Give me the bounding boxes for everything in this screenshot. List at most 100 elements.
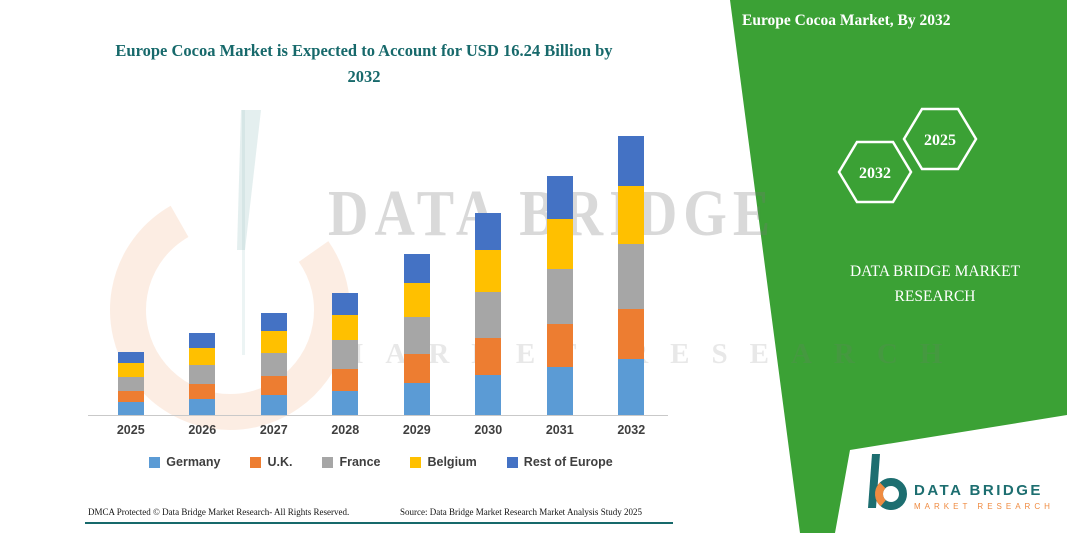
bar-2031	[546, 131, 573, 415]
segment-france-2030	[475, 292, 502, 339]
bar-slot-2026	[167, 131, 239, 415]
segment-rest-of-europe-2032	[618, 135, 645, 186]
bar-slot-2027	[238, 131, 310, 415]
legend-label-belgium: Belgium	[427, 455, 477, 469]
legend-label-france: France	[339, 455, 381, 469]
segment-rest-of-europe-2026	[189, 332, 216, 348]
bar-2027	[260, 131, 287, 415]
segment-germany-2025	[117, 402, 144, 415]
legend-swatch-germany	[149, 456, 161, 468]
bar-2030	[475, 131, 502, 415]
legend-item-germany: Germany	[149, 455, 220, 469]
legend-item-belgium: Belgium	[410, 455, 477, 469]
segment-rest-of-europe-2028	[332, 292, 359, 315]
segment-france-2032	[618, 244, 645, 309]
segment-rest-of-europe-2029	[403, 253, 430, 283]
x-label-2028: 2028	[331, 423, 360, 437]
segment-belgium-2030	[475, 249, 502, 293]
panel-brand-line1: DATA BRIDGE MARKET	[849, 263, 1021, 280]
data-bridge-logo-icon	[868, 454, 907, 510]
bar-2032	[618, 131, 645, 415]
segment-france-2027	[260, 352, 287, 377]
segment-france-2029	[403, 316, 430, 354]
stacked-bar-chart	[95, 131, 667, 415]
segment-france-2031	[546, 269, 573, 325]
bar-slot-2030	[453, 131, 525, 415]
hexagon-2032-label: 2032	[859, 165, 891, 182]
segment-belgium-2032	[618, 185, 645, 245]
segment-france-2028	[332, 340, 359, 369]
x-label-2027: 2027	[259, 423, 288, 437]
segment-belgium-2028	[332, 314, 359, 341]
x-label-2031: 2031	[545, 423, 574, 437]
footer-source-text: Source: Data Bridge Market Research Mark…	[400, 507, 642, 517]
bar-slot-2025	[95, 131, 167, 415]
footer-divider	[85, 522, 673, 524]
segment-germany-2029	[403, 382, 430, 415]
segment-rest-of-europe-2031	[546, 175, 573, 219]
chart-title: Europe Cocoa Market is Expected to Accou…	[115, 41, 613, 86]
segment-u-k-2029	[403, 353, 430, 383]
panel-brand: DATA BRIDGE MARKET RESEARCH	[826, 260, 1044, 310]
segment-u-k-2027	[260, 376, 287, 395]
logo-name: DATA BRIDGE	[914, 482, 1043, 499]
x-label-2026: 2026	[188, 423, 217, 437]
legend-item-rest-of-europe: Rest of Europe	[506, 455, 613, 469]
legend-label-u-k: U.K.	[267, 455, 293, 469]
segment-belgium-2025	[117, 363, 144, 377]
panel-title: Europe Cocoa Market, By 2032	[742, 12, 951, 29]
x-label-2029: 2029	[402, 423, 431, 437]
hexagon-2025-label: 2025	[924, 132, 956, 149]
segment-u-k-2026	[189, 383, 216, 399]
panel-brand-line2: RESEARCH	[894, 287, 976, 305]
legend-swatch-france	[322, 456, 334, 468]
bar-slot-2029	[381, 131, 453, 415]
segment-germany-2028	[332, 390, 359, 415]
x-label-2030: 2030	[474, 423, 503, 437]
segment-rest-of-europe-2030	[475, 213, 502, 250]
segment-u-k-2032	[618, 308, 645, 360]
segment-belgium-2029	[403, 282, 430, 317]
bar-2026	[189, 131, 216, 415]
bar-slot-2031	[524, 131, 596, 415]
segment-germany-2030	[475, 374, 502, 415]
watermark-logo-icon	[109, 110, 350, 430]
segment-germany-2032	[618, 359, 645, 415]
hexagon-badges: 2032 2025	[837, 107, 978, 204]
segment-belgium-2027	[260, 331, 287, 353]
segment-rest-of-europe-2025	[117, 352, 144, 364]
legend-swatch-belgium	[410, 456, 422, 468]
data-bridge-logo: DATA BRIDGE MARKET RESEARCH	[864, 452, 1054, 511]
footer-dmca-text: DMCA Protected © Data Bridge Market Rese…	[88, 507, 350, 517]
hexagon-2025	[902, 107, 978, 171]
legend-label-rest-of-europe: Rest of Europe	[523, 455, 613, 469]
hexagon-2032	[837, 140, 913, 204]
bar-slot-2028	[310, 131, 382, 415]
segment-belgium-2026	[189, 347, 216, 365]
segment-u-k-2025	[117, 391, 144, 403]
segment-germany-2031	[546, 367, 573, 415]
bar-2025	[117, 131, 144, 415]
bar-2028	[332, 131, 359, 415]
x-axis-line	[88, 415, 668, 416]
bar-2029	[403, 131, 430, 415]
segment-belgium-2031	[546, 218, 573, 270]
legend-swatch-u-k	[250, 456, 262, 468]
legend-item-u-k: U.K.	[250, 455, 292, 469]
segment-france-2025	[117, 376, 144, 392]
bar-slot-2032	[596, 131, 668, 415]
segment-u-k-2031	[546, 324, 573, 368]
x-label-2032: 2032	[617, 423, 646, 437]
logo-tagline: MARKET RESEARCH	[914, 502, 1054, 511]
legend-item-france: France	[322, 455, 380, 469]
segment-u-k-2028	[332, 368, 359, 391]
x-label-2025: 2025	[116, 423, 145, 437]
chart-legend: Germany U.K. France Belgium Rest of Europe	[75, 455, 687, 469]
segment-france-2026	[189, 364, 216, 384]
segment-u-k-2030	[475, 338, 502, 375]
x-axis-labels: 2025 2026 2027 2028 2029 2030 2031 2032	[95, 423, 667, 437]
segment-germany-2027	[260, 394, 287, 415]
legend-swatch-rest-of-europe	[506, 456, 518, 468]
segment-germany-2026	[189, 398, 216, 415]
